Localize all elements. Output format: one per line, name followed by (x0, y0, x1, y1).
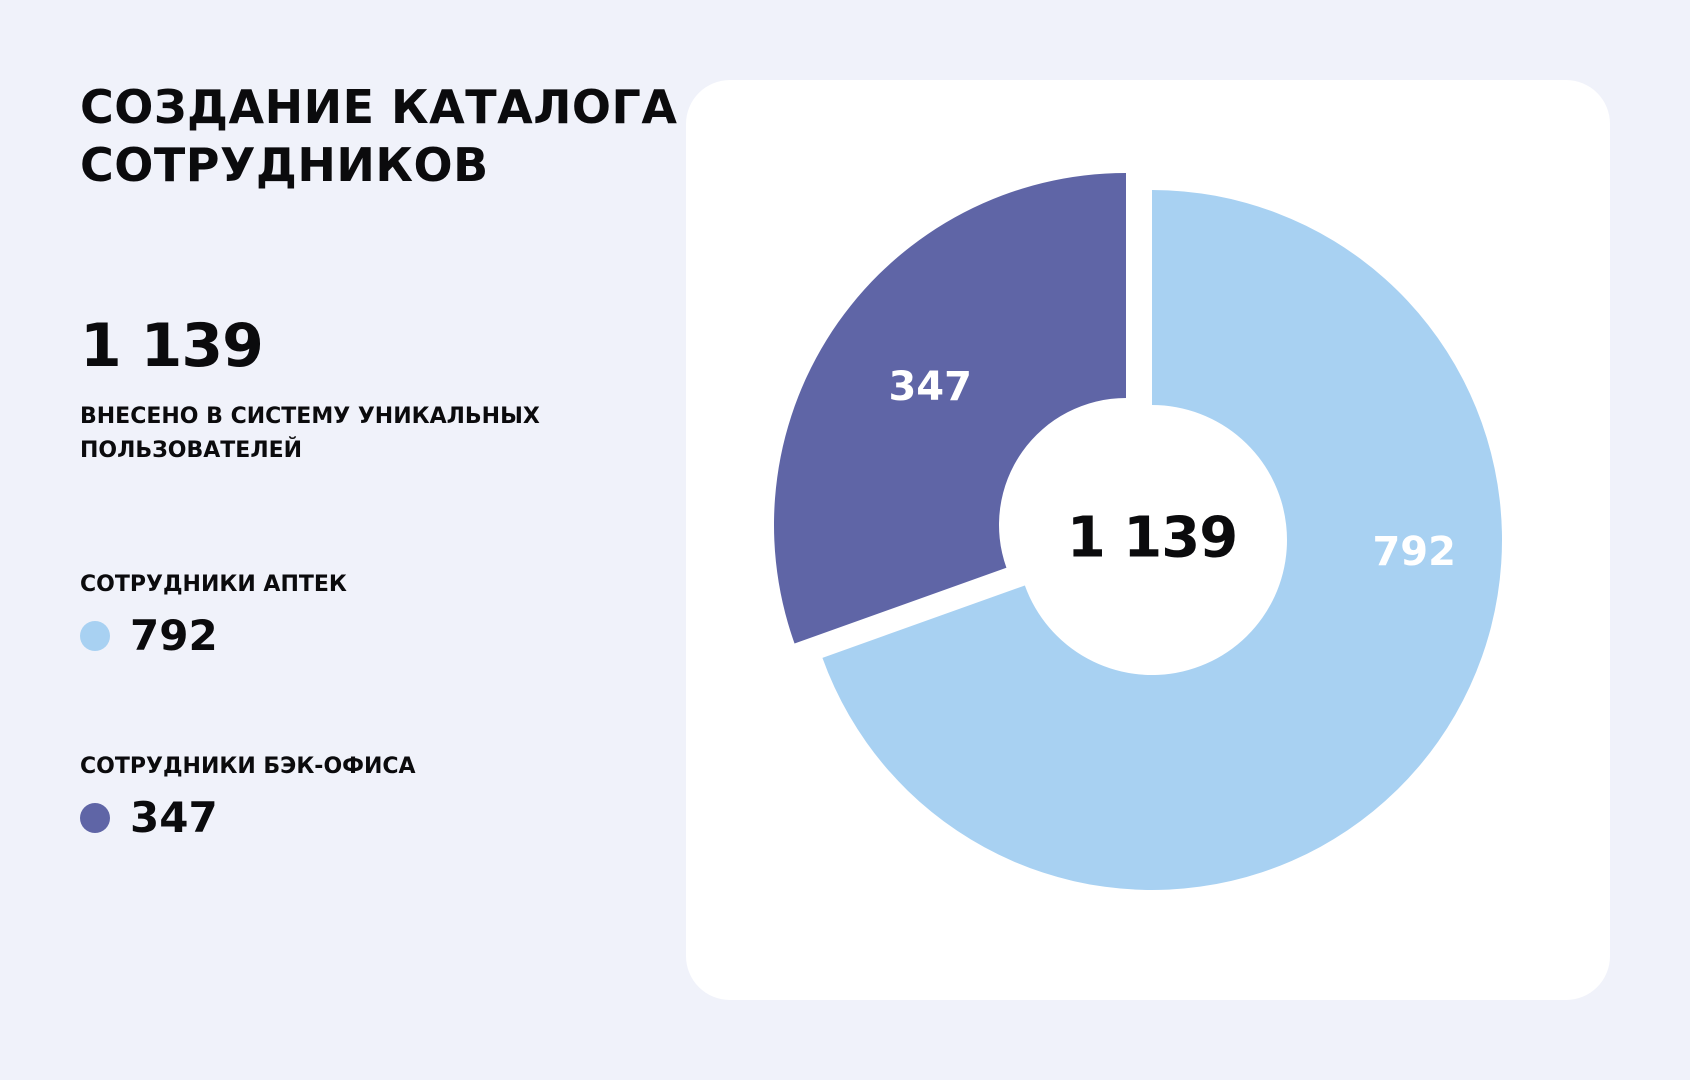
legend-row-pharmacy: 792 (80, 612, 600, 660)
slice-label-back-office: 347 (888, 364, 972, 410)
donut-chart: 792 347 1 139 (774, 173, 1503, 891)
chart-card: 792 347 1 139 (686, 80, 1610, 1000)
legend-row-back-office: 347 (80, 794, 600, 842)
legend-item-back-office: Сотрудники бэк-офиса 347 (80, 752, 600, 842)
legend-dot-back-office (80, 803, 110, 833)
legend-dot-pharmacy (80, 621, 110, 651)
legend-value-back-office: 347 (130, 793, 218, 842)
title-block: Создание каталога сотрудников (80, 78, 680, 194)
donut-slice-pharmacy (822, 190, 1503, 891)
total-caption-line-2: пользователей (80, 438, 303, 463)
legend-value-pharmacy: 792 (130, 611, 218, 660)
legend-label-pharmacy: Сотрудники аптек (80, 572, 347, 597)
page-title-line-2: сотрудников (80, 138, 489, 192)
legend-label-back-office: Сотрудники бэк-офиса (80, 754, 416, 779)
page-title-line-1: Создание каталога (80, 80, 678, 134)
total-caption: Внесено в систему уникальных пользовател… (80, 400, 600, 468)
legend-item-pharmacy: Сотрудники аптек 792 (80, 570, 600, 660)
slice-label-pharmacy: 792 (1372, 529, 1456, 575)
donut-slice-back-office (774, 173, 1126, 644)
page-title: Создание каталога сотрудников (80, 78, 680, 194)
donut-center-total: 1 139 (1067, 506, 1237, 571)
total-value: 1 139 (80, 311, 264, 381)
total-caption-line-1: Внесено в систему уникальных (80, 404, 540, 429)
